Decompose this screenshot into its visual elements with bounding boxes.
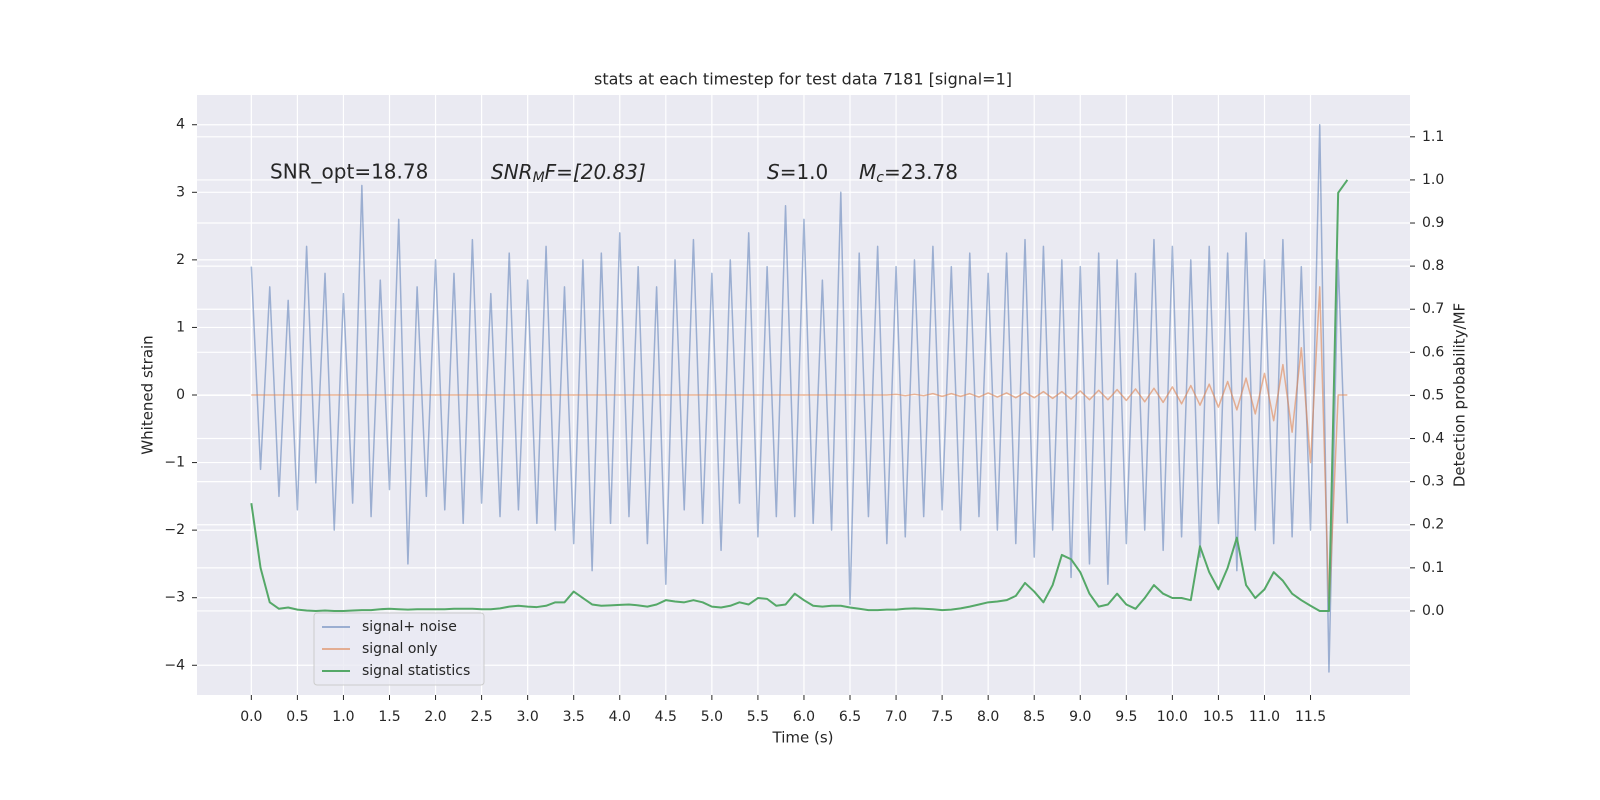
x-tick-label: 11.0 bbox=[1249, 709, 1280, 725]
annotation-part: M bbox=[533, 170, 545, 186]
x-tick-label: 8.0 bbox=[977, 709, 999, 725]
series-line bbox=[251, 286, 1348, 612]
y2-tick-label: 1.0 bbox=[1422, 172, 1444, 188]
x-tick-label: 3.0 bbox=[517, 709, 539, 725]
y2-tick-label: 0.3 bbox=[1422, 474, 1444, 490]
annotation: SNRMF=[20.83] bbox=[491, 160, 646, 187]
marks bbox=[250, 123, 1349, 673]
annotation-part: c bbox=[876, 170, 884, 186]
y2-tick-label: 0.6 bbox=[1422, 344, 1444, 360]
legend-label: signal only bbox=[362, 641, 437, 657]
x-tick-label: 7.5 bbox=[931, 709, 953, 725]
x-tick-label: 10.5 bbox=[1203, 709, 1234, 725]
y-tick-label: −1 bbox=[164, 455, 185, 471]
x-tick-label: 2.5 bbox=[470, 709, 492, 725]
x-tick-label: 4.5 bbox=[655, 709, 677, 725]
x-tick-label: 6.0 bbox=[793, 709, 815, 725]
x-tick-label: 8.5 bbox=[1023, 709, 1045, 725]
annotation-part: M bbox=[859, 160, 876, 184]
y2-tick-label: 0.1 bbox=[1422, 560, 1444, 576]
x-tick-label: 0.0 bbox=[240, 709, 262, 725]
x-tick-label: 11.5 bbox=[1295, 709, 1326, 725]
y2-tick-label: 0.4 bbox=[1422, 431, 1444, 447]
y2-tick-label: 0.7 bbox=[1422, 301, 1444, 317]
legend-box bbox=[313, 612, 485, 686]
y-tick-label: 4 bbox=[176, 117, 185, 133]
x-tick-label: 3.5 bbox=[563, 709, 585, 725]
y-tick-label: −4 bbox=[164, 657, 185, 673]
legend: signal+ noise signal only signal statistic… bbox=[313, 612, 485, 686]
y2-axis-label: Detection probability/MF bbox=[1451, 303, 1469, 487]
x-tick-label: 5.5 bbox=[747, 709, 769, 725]
x-axis-label: Time (s) bbox=[772, 729, 834, 747]
y-tick-label: −3 bbox=[164, 590, 185, 606]
chart-title: stats at each timestep for test data 718… bbox=[594, 70, 1012, 89]
x-tick-label: 9.0 bbox=[1069, 709, 1091, 725]
annotation-part: =1.0 bbox=[780, 160, 829, 184]
y2-tick-label: 1.1 bbox=[1422, 129, 1444, 145]
labels: 0.0 0.5 1.0 1.5 2.0 2.5 3.0 3.5 4.0 4.5 5.0 5.5 6.0 6… bbox=[164, 117, 1444, 725]
x-tick-label: 7.0 bbox=[885, 709, 907, 725]
annotation: SNR_opt=18.78 bbox=[270, 160, 428, 184]
y-tick-label: −2 bbox=[164, 522, 185, 538]
annotation-part: F=[20.83] bbox=[545, 160, 646, 184]
annotation: S=1.0 bbox=[767, 160, 828, 184]
x-tick-label: 10.0 bbox=[1157, 709, 1188, 725]
annotation-part: =23.78 bbox=[884, 160, 958, 184]
y-tick-label: 0 bbox=[176, 387, 185, 403]
legend-label: signal+ noise bbox=[362, 619, 457, 635]
x-tick-label: 1.5 bbox=[378, 709, 400, 725]
y-tick-label: 1 bbox=[176, 319, 185, 335]
y2-tick-label: 0.8 bbox=[1422, 258, 1444, 274]
series-line bbox=[250, 179, 1349, 612]
y2-tick-label: 0.9 bbox=[1422, 215, 1444, 231]
x-tick-label: 4.0 bbox=[609, 709, 631, 725]
annotation-part: S bbox=[767, 160, 780, 184]
x-tick-label: 5.0 bbox=[701, 709, 723, 725]
annotation: Mc=23.78 bbox=[859, 160, 958, 187]
y-axis-label: Whitened strain bbox=[139, 335, 157, 454]
legend-label: signal statistics bbox=[362, 663, 470, 679]
y-tick-label: 2 bbox=[176, 252, 185, 268]
x-tick-label: 0.5 bbox=[286, 709, 308, 725]
x-tick-label: 2.0 bbox=[424, 709, 446, 725]
y2-tick-label: 0.0 bbox=[1422, 603, 1444, 619]
x-tick-label: 1.0 bbox=[332, 709, 354, 725]
series-line bbox=[250, 123, 1349, 673]
annotation-part: SNR bbox=[491, 160, 533, 184]
y-tick-label: 3 bbox=[176, 184, 185, 200]
y2-tick-label: 0.5 bbox=[1422, 387, 1444, 403]
y2-tick-label: 0.2 bbox=[1422, 517, 1444, 533]
x-tick-label: 9.5 bbox=[1115, 709, 1137, 725]
x-tick-label: 6.5 bbox=[839, 709, 861, 725]
